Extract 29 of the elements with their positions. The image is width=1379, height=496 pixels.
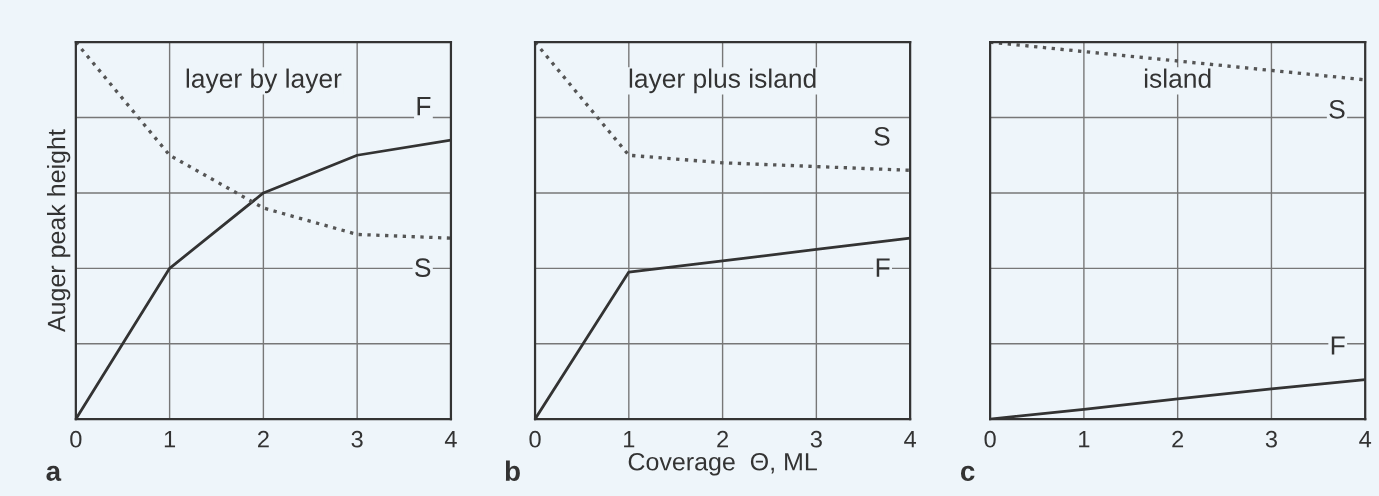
series-label: S	[415, 258, 431, 278]
text: island	[1144, 68, 1211, 88]
text: layer by layer	[186, 68, 342, 94]
x-tick-label: 4	[904, 431, 917, 448]
x-tick-label: 4	[444, 431, 457, 448]
x-tick-label: 4	[1359, 431, 1372, 448]
series-label: F	[417, 97, 431, 116]
x-tick-label: 2	[717, 430, 728, 448]
text: c	[960, 465, 975, 481]
series-label: S	[874, 126, 890, 146]
series-label: F	[876, 258, 890, 277]
text: a	[46, 465, 62, 481]
series-label: F	[1331, 336, 1345, 355]
x-tick-label: 0	[529, 430, 541, 448]
x-tick-label: 2	[258, 430, 269, 448]
series-label: S	[1329, 100, 1345, 119]
x-tick-label: 2	[1172, 430, 1184, 448]
y-axis-title: Auger peak height	[46, 129, 71, 333]
x-tick-label: 3	[1265, 430, 1277, 448]
x-tick-label: 0	[984, 430, 996, 448]
x-tick-label: 0	[70, 430, 82, 448]
x-tick-label: 1	[624, 431, 635, 448]
text: layer plus island	[629, 68, 816, 94]
x-tick-label: 3	[351, 430, 363, 448]
x-axis-title: Coverage Θ, ML	[628, 452, 817, 476]
x-tick-label: 3	[810, 430, 822, 448]
x-tick-label: 1	[1079, 431, 1090, 448]
text: b	[505, 460, 520, 481]
x-tick-label: 1	[164, 431, 176, 448]
